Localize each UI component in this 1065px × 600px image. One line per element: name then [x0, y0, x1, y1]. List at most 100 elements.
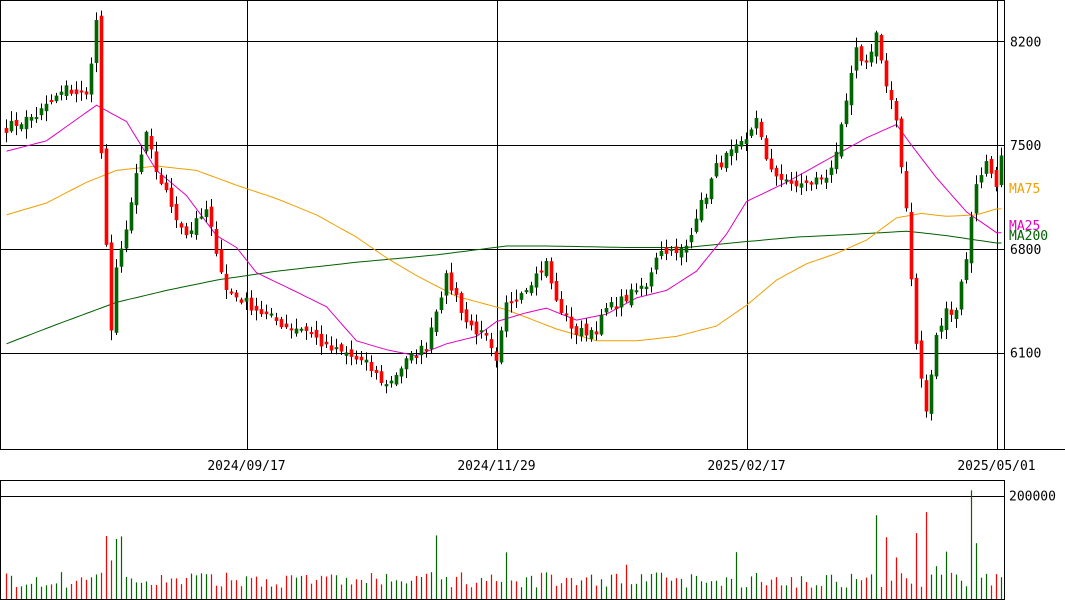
candle-body [354, 355, 359, 360]
candle-body [924, 380, 929, 412]
candle-body [224, 273, 229, 291]
candle-body [749, 129, 754, 136]
candle-body [609, 302, 614, 308]
candle-body [614, 306, 619, 309]
candle-body [314, 329, 319, 338]
candle-body [44, 103, 49, 112]
candle-body [39, 108, 44, 116]
candle-body [764, 138, 769, 160]
candle-body [19, 124, 24, 130]
candle-body [639, 285, 644, 289]
candle-body [124, 229, 129, 249]
candle-body [214, 229, 219, 254]
ma75-line [6, 165, 1002, 342]
candle-body [624, 294, 629, 302]
candle-body [219, 249, 224, 273]
price-tick-label: 6800 [1010, 243, 1041, 258]
candle-body [899, 118, 904, 168]
candle-body [64, 85, 69, 96]
candle-body [644, 286, 649, 290]
candle-body [744, 139, 749, 144]
candle-body [719, 162, 724, 168]
candle-body [619, 296, 624, 308]
candle-body [4, 127, 9, 133]
candle-body [804, 180, 809, 184]
candle-body [109, 242, 114, 331]
volume-tick-label: 200000 [1009, 490, 1056, 505]
candle-body [999, 155, 1004, 186]
candle-body [479, 330, 484, 333]
candle-body [529, 285, 534, 294]
candle-body [149, 136, 154, 150]
candle-body [119, 248, 124, 267]
candle-body [739, 140, 744, 147]
candle-body [584, 323, 589, 336]
candle-body [174, 203, 179, 221]
candle-body [919, 340, 924, 379]
candle-body [964, 259, 969, 280]
candle-body [74, 89, 79, 95]
candle-body [519, 293, 524, 300]
candle-body [554, 281, 559, 301]
candle-body [629, 289, 634, 306]
candle-body [229, 291, 234, 294]
candle-body [114, 267, 119, 333]
candle-body [139, 154, 144, 172]
candle-body [59, 91, 64, 95]
candle-body [654, 257, 659, 270]
candle-body [524, 290, 529, 293]
candle-body [239, 299, 244, 303]
candle-body [179, 223, 184, 228]
candle-body [794, 180, 799, 187]
price-tick-label: 6100 [1010, 347, 1041, 362]
candle-body [464, 309, 469, 323]
candle-body [579, 327, 584, 337]
candle-body [914, 277, 919, 344]
candle-body [859, 46, 864, 62]
candle-body [814, 177, 819, 185]
candle-body [569, 316, 574, 329]
candle-body [269, 313, 274, 316]
date-tick-label: 2024/11/29 [457, 459, 535, 474]
candle-body [634, 290, 639, 293]
candle-body [159, 174, 164, 184]
candle-body [344, 352, 349, 356]
candle-body [264, 311, 269, 315]
candle-body [384, 384, 389, 387]
candle-body [279, 319, 284, 328]
candle-body [689, 235, 694, 243]
candle-body [704, 197, 709, 205]
candle-body [329, 345, 334, 351]
candle-body [499, 330, 504, 363]
candle-body [994, 169, 999, 187]
candle-body [454, 288, 459, 296]
candle-body [254, 305, 259, 311]
candle-body [989, 159, 994, 174]
candle-body [439, 297, 444, 311]
candle-body [449, 272, 454, 291]
candle-body [29, 116, 34, 121]
candle-body [164, 182, 169, 191]
candle-body [694, 218, 699, 232]
ma-legend-label: MA25 [1009, 219, 1040, 234]
candle-body [974, 184, 979, 214]
candle-body [34, 117, 39, 120]
candle-body [969, 216, 974, 264]
candle-body [839, 124, 844, 157]
candle-body [534, 273, 539, 288]
candle-body [944, 308, 949, 331]
candle-body [409, 353, 414, 361]
candle-body [144, 131, 149, 152]
candle-body [724, 152, 729, 169]
candlesticks [4, 10, 1004, 421]
candle-body [954, 310, 959, 319]
candle-body [209, 206, 214, 227]
candle-body [774, 167, 779, 177]
ma-legend-label: MA75 [1009, 182, 1040, 197]
candle-body [444, 273, 449, 296]
candle-body [399, 368, 404, 377]
candle-body [404, 358, 409, 370]
candle-body [979, 175, 984, 183]
